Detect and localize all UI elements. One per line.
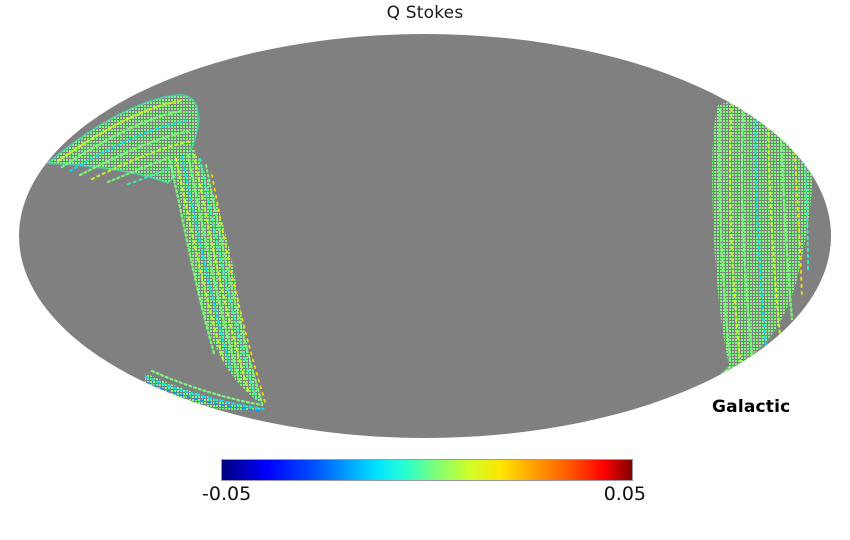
coverage-region-north-west-hook <box>45 93 200 185</box>
mollweide-sky-map <box>18 33 832 439</box>
coverage-region-east-swath <box>712 95 813 370</box>
sky-ellipse-background <box>19 34 831 438</box>
coordinate-system-label: Galactic <box>712 397 791 417</box>
colorbar-min-label: -0.05 <box>202 483 252 505</box>
colorbar-max-label: 0.05 <box>603 483 646 505</box>
colorbar <box>221 459 633 481</box>
coverage-layer <box>45 93 813 417</box>
coverage-region-west-vertical-swath <box>168 151 267 406</box>
coverage-region-south-west-tail <box>144 369 266 412</box>
page-title: Q Stokes <box>386 3 464 23</box>
sky-map-canvas <box>19 34 831 438</box>
colorbar-group: -0.05 0.05 <box>202 459 646 505</box>
